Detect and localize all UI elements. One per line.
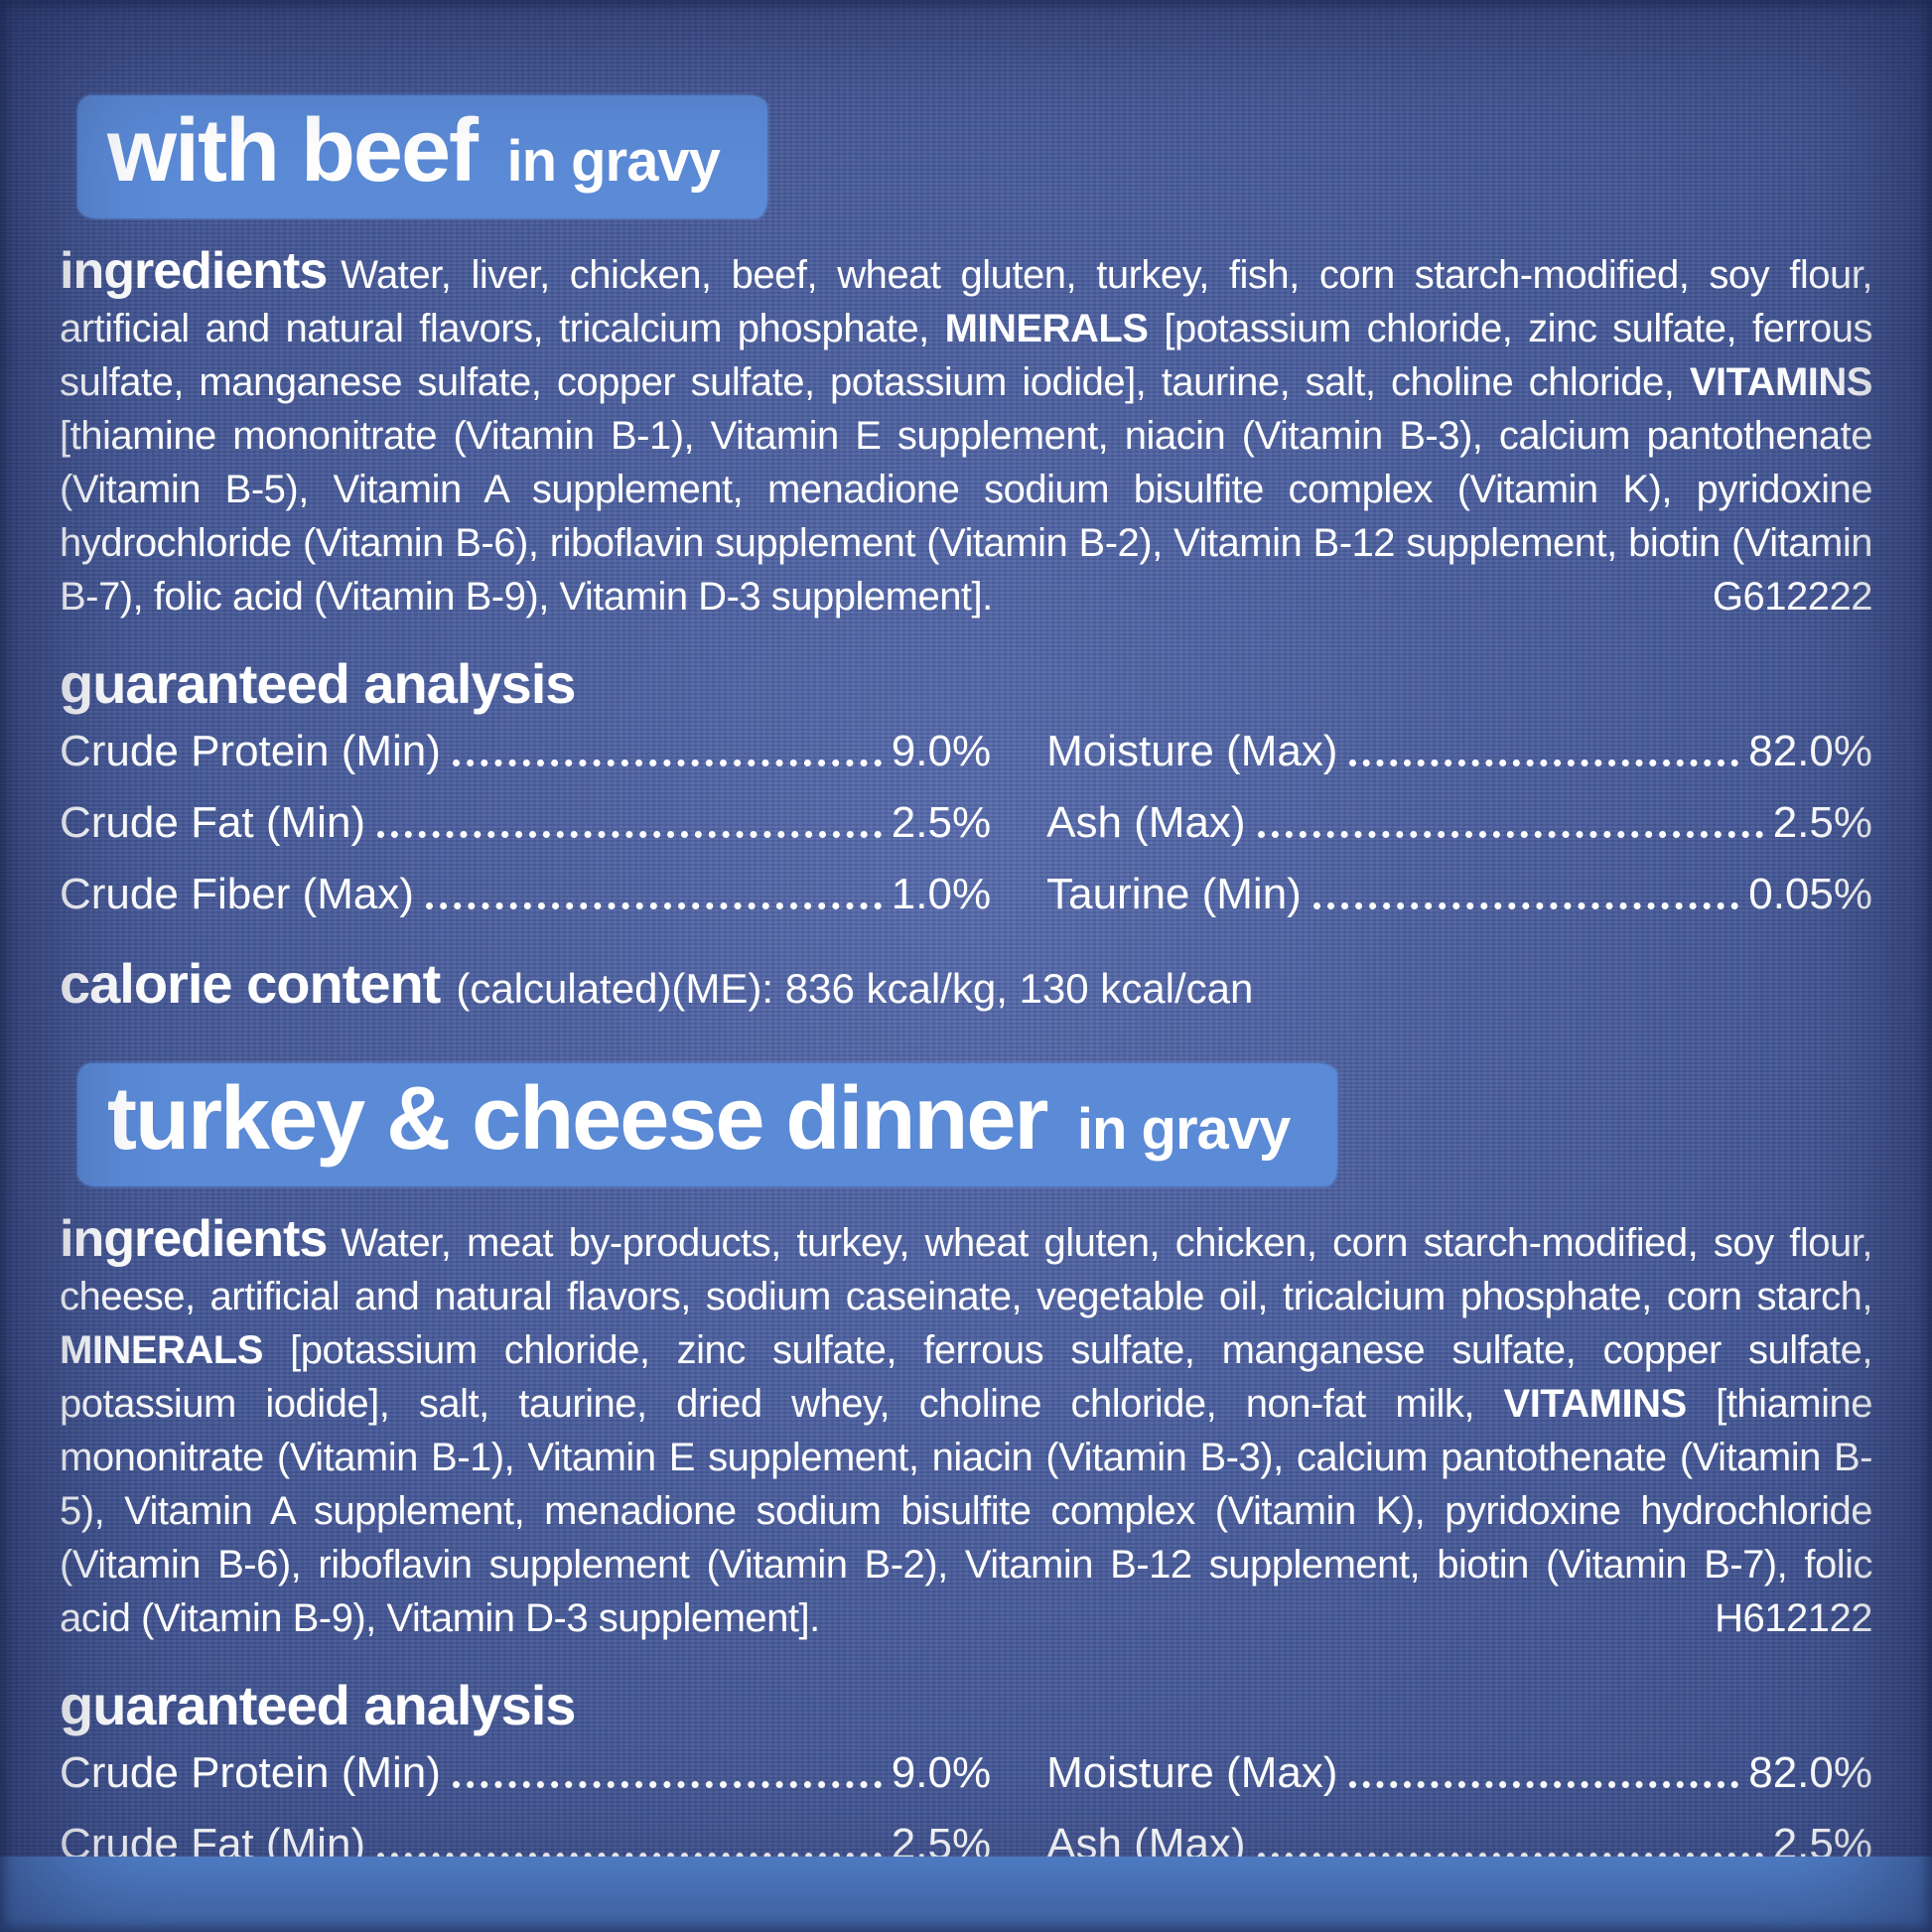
dotted-leader xyxy=(425,902,882,909)
analysis-row: Taurine (Min) 0.05% xyxy=(1046,864,1872,925)
calorie-content-value: (calculated)(ME): 836 kcal/kg, 130 kcal/… xyxy=(456,965,1254,1012)
analysis-value: 9.0% xyxy=(891,727,992,775)
lot-code: H612122 xyxy=(1715,1596,1872,1640)
analysis-label: Crude Fiber (Max) xyxy=(60,870,414,918)
dotted-leader xyxy=(377,831,882,838)
analysis-right-column: Moisture (Max) 82.0% Ash (Max) 2.5% Taur… xyxy=(1046,721,1872,935)
analysis-label: Crude Protein (Min) xyxy=(60,727,441,775)
calorie-content-label: calorie content xyxy=(60,952,441,1015)
dotted-leader xyxy=(1349,759,1739,766)
product-title-suffix: in gravy xyxy=(506,129,720,194)
analysis-row: Crude Protein (Min) 9.0% xyxy=(60,721,991,782)
analysis-value: 9.0% xyxy=(891,1748,992,1797)
dotted-leader xyxy=(1349,1781,1739,1788)
calorie-content-line: calorie content (calculated)(ME): 836 kca… xyxy=(60,953,1872,1020)
minerals-bold-text: MINERALS xyxy=(944,307,1149,350)
ingredients-paragraph: ingredients Water, liver, chicken, beef, … xyxy=(60,242,1873,623)
minerals-bold-text: MINERALS xyxy=(60,1328,263,1372)
guaranteed-analysis-heading: guaranteed analysis xyxy=(60,1674,576,1736)
vitamins-bold-text: VITAMINS xyxy=(1689,360,1873,404)
ingredients-text: [potassium chloride, zinc sulfate, ferro… xyxy=(60,307,1873,404)
analysis-row: Crude Fiber (Max) 1.0% xyxy=(60,864,991,925)
product-title: with beef xyxy=(107,101,479,201)
lot-code: G612222 xyxy=(1712,575,1873,619)
guaranteed-analysis-table: Crude Protein (Min) 9.0% Crude Fat (Min)… xyxy=(60,721,1872,935)
section-turkey-cheese-dinner: turkey & cheese dinner in gravy ingredie… xyxy=(60,1063,1873,1932)
analysis-label: Crude Fat (Min) xyxy=(60,798,366,847)
title-band-with-beef: with beef in gravy xyxy=(77,95,767,218)
bottom-blue-strip xyxy=(0,1857,1932,1932)
dotted-leader xyxy=(1312,902,1739,909)
product-title-suffix: in gravy xyxy=(1076,1097,1291,1162)
dotted-leader xyxy=(377,1853,882,1860)
ingredients-label: ingredients xyxy=(60,242,328,300)
analysis-row: Moisture (Max) 82.0% xyxy=(1046,721,1872,782)
dotted-leader xyxy=(1257,1853,1763,1860)
product-title: turkey & cheese dinner xyxy=(107,1069,1048,1169)
analysis-label: Ash (Max) xyxy=(1046,798,1246,847)
ingredients-label: ingredients xyxy=(60,1210,328,1268)
dotted-leader xyxy=(1257,831,1763,838)
title-band-turkey-cheese: turkey & cheese dinner in gravy xyxy=(77,1063,1338,1186)
analysis-left-column: Crude Protein (Min) 9.0% Crude Fat (Min)… xyxy=(60,721,991,935)
ingredients-text: [thiamine mononitrate (Vitamin B-1), Vit… xyxy=(60,414,1873,619)
analysis-value: 2.5% xyxy=(891,798,992,847)
dotted-leader xyxy=(452,1781,882,1788)
analysis-label: Moisture (Max) xyxy=(1046,727,1338,775)
vitamins-bold-text: VITAMINS xyxy=(1503,1382,1688,1426)
analysis-value: 1.0% xyxy=(891,870,992,918)
analysis-label: Moisture (Max) xyxy=(1046,1748,1338,1797)
analysis-value: 82.0% xyxy=(1748,1748,1872,1797)
analysis-row: Crude Fat (Min) 2.5% xyxy=(60,792,991,854)
analysis-value: 0.05% xyxy=(1748,870,1872,918)
analysis-row: Ash (Max) 2.5% xyxy=(1046,792,1872,854)
analysis-row: Crude Protein (Min) 9.0% xyxy=(60,1742,991,1804)
dotted-leader xyxy=(452,759,882,766)
analysis-row: Moisture (Max) 82.0% xyxy=(1046,1742,1872,1804)
ingredients-text: [potassium chloride, zinc sulfate, ferro… xyxy=(60,1328,1873,1426)
analysis-label: Crude Protein (Min) xyxy=(60,1748,441,1797)
ingredients-text: Water, meat by-products, turkey, wheat g… xyxy=(60,1221,1873,1318)
analysis-label: Taurine (Min) xyxy=(1046,870,1302,918)
section-with-beef: with beef in gravy ingredients Water, liv… xyxy=(60,95,1873,1020)
ingredients-text: Water, liver, chicken, beef, wheat glute… xyxy=(60,253,1873,350)
ingredients-paragraph: ingredients Water, meat by-products, turk… xyxy=(60,1210,1873,1645)
analysis-value: 82.0% xyxy=(1748,727,1872,775)
ingredients-text: [thiamine mononitrate (Vitamin B-1), Vit… xyxy=(60,1382,1873,1640)
analysis-value: 2.5% xyxy=(1772,798,1872,847)
guaranteed-analysis-heading: guaranteed analysis xyxy=(60,652,576,715)
